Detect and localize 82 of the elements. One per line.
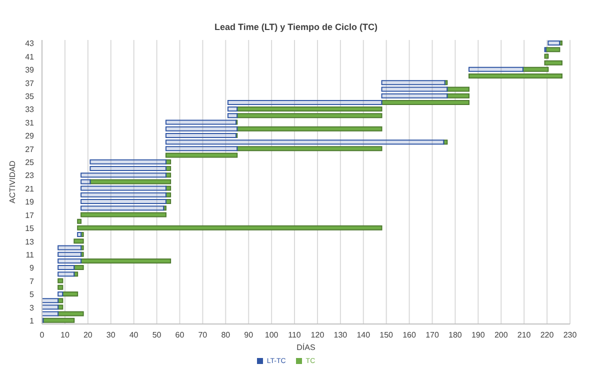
y-tick-label: 21: [25, 184, 35, 194]
x-tick-label: 110: [288, 330, 302, 340]
bar: [80, 192, 166, 198]
bar: [80, 172, 166, 178]
x-tick-label: 200: [494, 330, 508, 340]
x-tick-label: 70: [198, 330, 208, 340]
bar: [381, 93, 448, 98]
x-tick-label: 130: [334, 330, 348, 340]
x-tick-label: 20: [83, 330, 93, 340]
bar: [468, 66, 524, 72]
y-tick-label: 33: [25, 105, 35, 114]
x-axis-title: DÍAS: [296, 343, 316, 352]
y-tick-label: 5: [30, 290, 35, 300]
bar: [381, 86, 448, 92]
x-tick-label: 180: [448, 330, 462, 340]
x-tick-label: 220: [540, 330, 554, 340]
bar: [58, 245, 82, 250]
y-tick-label: 43: [25, 39, 35, 48]
x-tick-label: 0: [40, 330, 45, 340]
x-tick-label: 40: [129, 330, 139, 340]
bar: [90, 159, 166, 164]
y-tick-label: 41: [25, 52, 35, 62]
bar: [227, 113, 238, 118]
y-tick-label: 3: [30, 303, 35, 312]
bar: [90, 166, 166, 171]
bar: [80, 206, 164, 211]
y-tick-label: 27: [25, 144, 35, 154]
x-tick-label: 30: [106, 330, 116, 340]
x-tick-label: 170: [426, 330, 440, 340]
x-tick-label: 160: [402, 330, 417, 340]
y-tick-label: 15: [25, 224, 35, 234]
bar: [227, 106, 238, 112]
bar: [80, 179, 91, 184]
bar: [227, 100, 382, 105]
bar: [381, 80, 446, 86]
bar: [443, 140, 448, 145]
bar: [165, 126, 238, 132]
bar: [58, 265, 75, 270]
bar: [42, 304, 59, 310]
bar: [165, 146, 238, 152]
x-tick-label: 60: [175, 330, 185, 340]
x-tick-label: 120: [310, 330, 325, 340]
y-tick-label: 9: [30, 264, 35, 273]
x-tick-label: 90: [244, 330, 254, 340]
y-tick-label: 19: [25, 198, 35, 207]
chart-title: Lead Time (LT) y Tiempo de Ciclo (TC): [213, 21, 378, 34]
y-axis-title: ACTIVIDAD: [8, 160, 17, 204]
x-tick-label: 100: [264, 330, 279, 340]
x-tick-label: 50: [152, 330, 162, 340]
y-tick-label: 29: [25, 132, 35, 141]
x-tick-label: 190: [471, 330, 486, 340]
bar: [165, 120, 236, 125]
y-tick-label: 35: [25, 92, 35, 101]
bar: [80, 199, 166, 204]
y-tick-label: 1: [30, 316, 35, 326]
y-tick-label: 11: [26, 250, 35, 260]
y-tick-label: 37: [25, 78, 35, 88]
bar: [165, 140, 444, 145]
x-tick-label: 80: [221, 330, 231, 340]
bar: [58, 291, 64, 296]
x-tick-label: 10: [60, 330, 70, 340]
bar: [236, 146, 382, 152]
bar: [58, 258, 82, 264]
y-tick-label: 39: [25, 66, 35, 75]
bar: [58, 252, 82, 257]
x-tick-label: 150: [380, 330, 394, 340]
y-tick-label: 17: [25, 210, 35, 220]
y-tick-label: 23: [25, 171, 35, 180]
y-tick-label: 25: [25, 158, 35, 168]
bar: [58, 272, 75, 277]
bar: [42, 311, 59, 316]
bar: [80, 186, 166, 191]
bar: [548, 40, 560, 46]
bar: [42, 298, 59, 304]
x-tick-label: 230: [563, 330, 578, 340]
bar: [77, 232, 82, 238]
y-tick-label: 13: [25, 237, 35, 246]
x-tick-label: 210: [517, 330, 532, 340]
bar: [165, 132, 236, 138]
x-tick-label: 140: [356, 330, 371, 340]
y-tick-label: 7: [30, 276, 35, 286]
y-tick-label: 31: [25, 118, 35, 128]
